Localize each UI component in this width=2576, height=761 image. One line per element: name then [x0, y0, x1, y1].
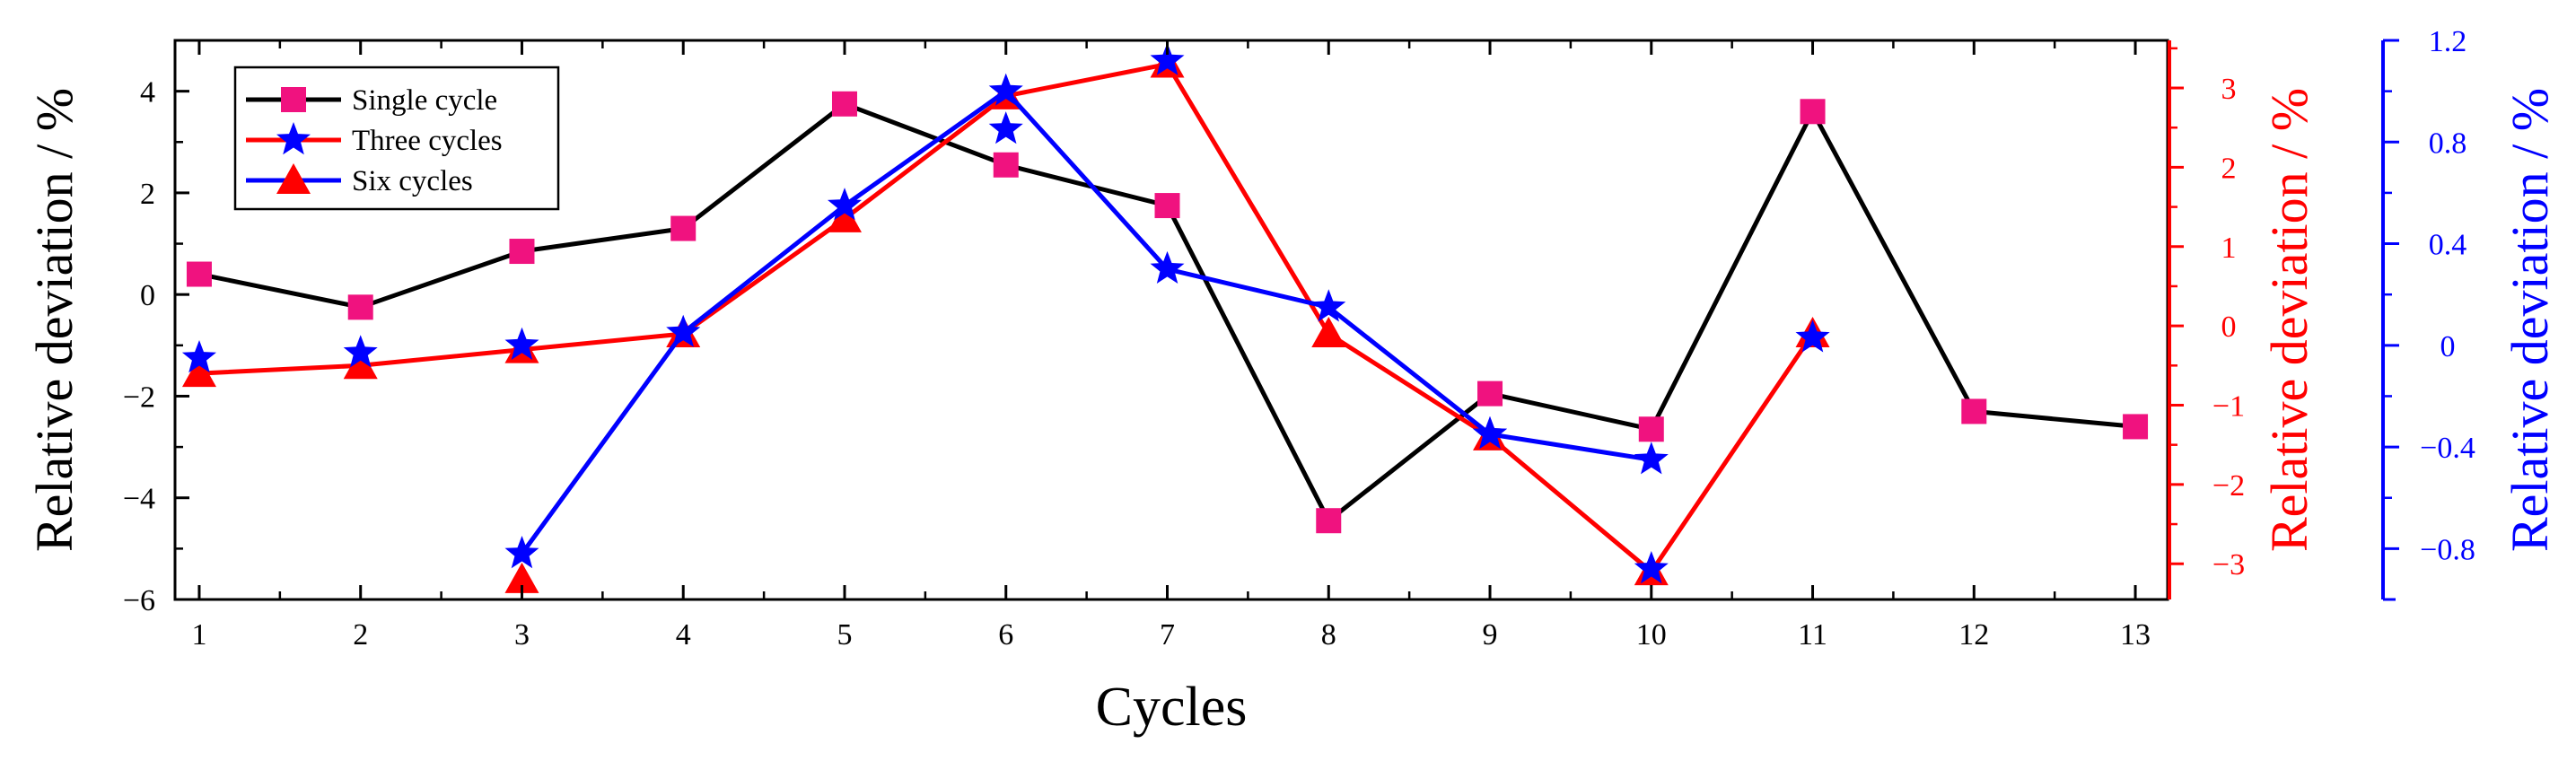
single-cycle-point: [670, 215, 697, 241]
x-tick-label: 11: [1798, 618, 1827, 652]
axes-layer: 1 2 3 4 5 6 7 8 9 10 11 12 13Cycles−6−4−2024Relative…: [25, 25, 2559, 738]
six-cycles-line: [520, 89, 1652, 555]
six-cycles-extra-point: [504, 327, 539, 360]
x-tick-label: 13: [2120, 618, 2151, 652]
left-y-axis-label: Relative deviation / %: [25, 88, 83, 552]
six-cycles-extra-point: [343, 335, 378, 368]
single-cycle-point: [1316, 508, 1342, 534]
six-cycles-extra-point: [1150, 42, 1185, 75]
x-tick-label: 6: [998, 618, 1013, 652]
left-y-tick-label: −2: [123, 380, 155, 414]
legend: Single cycle Three cycles Six cycles: [233, 66, 560, 211]
red-y-tick-label: −2: [2212, 469, 2245, 503]
x-tick-label: 2: [353, 618, 368, 652]
left-y-tick-label: −4: [123, 483, 155, 516]
blue-y-axis-label: Relative deviation / %: [2501, 88, 2559, 552]
six-cycles-point: [1150, 250, 1185, 284]
left-y-tick-label: 0: [140, 279, 155, 312]
single-cycle-point: [1961, 398, 1987, 424]
red-y-axis-label: Relative deviation / %: [2260, 88, 2318, 552]
six-cycles-point: [1634, 442, 1669, 475]
red-y-tick-label: 1: [2221, 232, 2237, 265]
three-cycles-point: [827, 201, 862, 232]
six-cycles-point: [504, 536, 539, 569]
x-tick-label: 10: [1636, 618, 1667, 652]
red-y-tick-label: 0: [2221, 311, 2237, 344]
single-cycle-point: [1477, 380, 1503, 407]
left-y-tick-label: 2: [140, 178, 155, 211]
six-cycles-extra-point: [1634, 551, 1669, 584]
single-cycle-point: [2123, 414, 2149, 440]
three-cycles-point: [1311, 316, 1346, 347]
single-cycle-point: [347, 294, 373, 320]
three-cycles-extra-point: [504, 562, 539, 593]
x-tick-label: 8: [1321, 618, 1336, 652]
x-tick-label: 7: [1160, 618, 1175, 652]
blue-y-tick-label: 0: [2440, 330, 2456, 363]
red-y-tick-label: −1: [2212, 389, 2245, 423]
legend-item-three-cycles: Three cycles: [246, 122, 503, 157]
six-cycles-point: [828, 188, 862, 221]
single-cycle-point: [186, 261, 212, 287]
single-cycle-point: [831, 91, 857, 117]
legend-item-single-cycle: Single cycle: [246, 84, 497, 117]
three-cycles-point: [181, 356, 216, 388]
x-axis-label: Cycles: [1096, 677, 1248, 738]
single-cycle-point: [1638, 416, 1664, 442]
x-tick-label: 4: [676, 618, 691, 652]
legend-label: Six cycles: [352, 165, 473, 197]
six-cycles-extra-point: [1473, 415, 1507, 450]
series-single-cycle: [186, 91, 2149, 534]
blue-y-tick-label: 0.8: [2429, 127, 2467, 160]
red-y-tick-label: −3: [2212, 548, 2245, 582]
single-cycle-point: [993, 152, 1019, 178]
legend-marker: [281, 87, 306, 112]
three-cycles-point: [343, 348, 378, 380]
blue-y-tick-label: 0.4: [2429, 229, 2467, 262]
single-cycle-point: [1800, 99, 1826, 125]
legend-label: Three cycles: [352, 125, 503, 157]
six-cycles-extra-point: [988, 111, 1023, 144]
left-y-tick-label: −6: [123, 584, 155, 617]
six-cycles-extra-point: [181, 340, 216, 373]
single-cycle-point: [509, 239, 535, 265]
blue-y-tick-label: 1.2: [2429, 25, 2467, 58]
single-cycle-point: [1154, 193, 1180, 219]
legend-marker: [276, 163, 311, 194]
left-y-tick-label: 4: [140, 76, 155, 109]
red-y-tick-label: 3: [2221, 73, 2237, 106]
x-tick-label: 12: [1958, 618, 1989, 652]
legend-item-six-cycles: Six cycles: [246, 163, 473, 197]
x-tick-label: 3: [514, 618, 530, 652]
six-cycles-point: [988, 73, 1023, 106]
legend-label: Single cycle: [352, 84, 497, 117]
x-tick-label: 9: [1483, 618, 1498, 652]
six-cycles-point: [1311, 289, 1346, 322]
x-tick-label: 5: [837, 618, 852, 652]
six-cycles-point: [666, 314, 701, 347]
x-tick-label: 1: [191, 618, 206, 652]
blue-y-tick-label: −0.8: [2420, 533, 2475, 566]
six-cycles-extra-point: [1795, 319, 1830, 353]
red-y-tick-label: 2: [2221, 152, 2237, 185]
blue-y-tick-label: −0.4: [2420, 432, 2475, 465]
legend-marker: [276, 122, 311, 155]
series-layer: [181, 42, 2149, 593]
